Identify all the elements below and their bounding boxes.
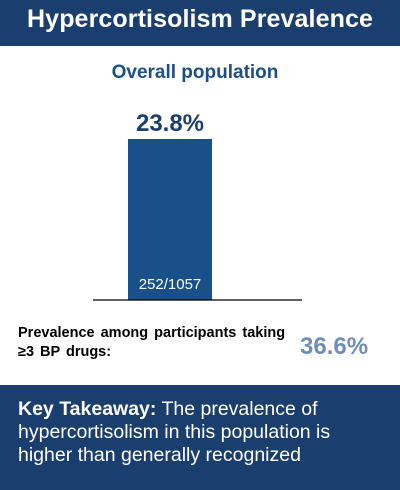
key-takeaway-body: The prevalence of hypercortisolism in th… [18, 398, 331, 466]
chart-title: Overall population [111, 62, 279, 83]
bar-count-label: 252/1057 [138, 276, 202, 293]
prevalence-value: 36.6% [300, 333, 369, 360]
header-banner: Hypercortisolism Prevalence [0, 0, 400, 46]
key-takeaway-heading: Key Takeaway: [18, 398, 157, 420]
chart-area [93, 139, 302, 301]
bar-value-label: 23.8% [135, 110, 205, 137]
key-takeaway-text: Key Takeaway: The prevalence of hypercor… [18, 398, 388, 467]
prevalence-label: Prevalence among participants taking ≥3 … [18, 325, 286, 360]
header-title: Hypercortisolism Prevalence [27, 5, 373, 33]
bar-overall-population [128, 139, 212, 300]
key-takeaway-box: Key Takeaway: The prevalence of hypercor… [0, 385, 400, 490]
